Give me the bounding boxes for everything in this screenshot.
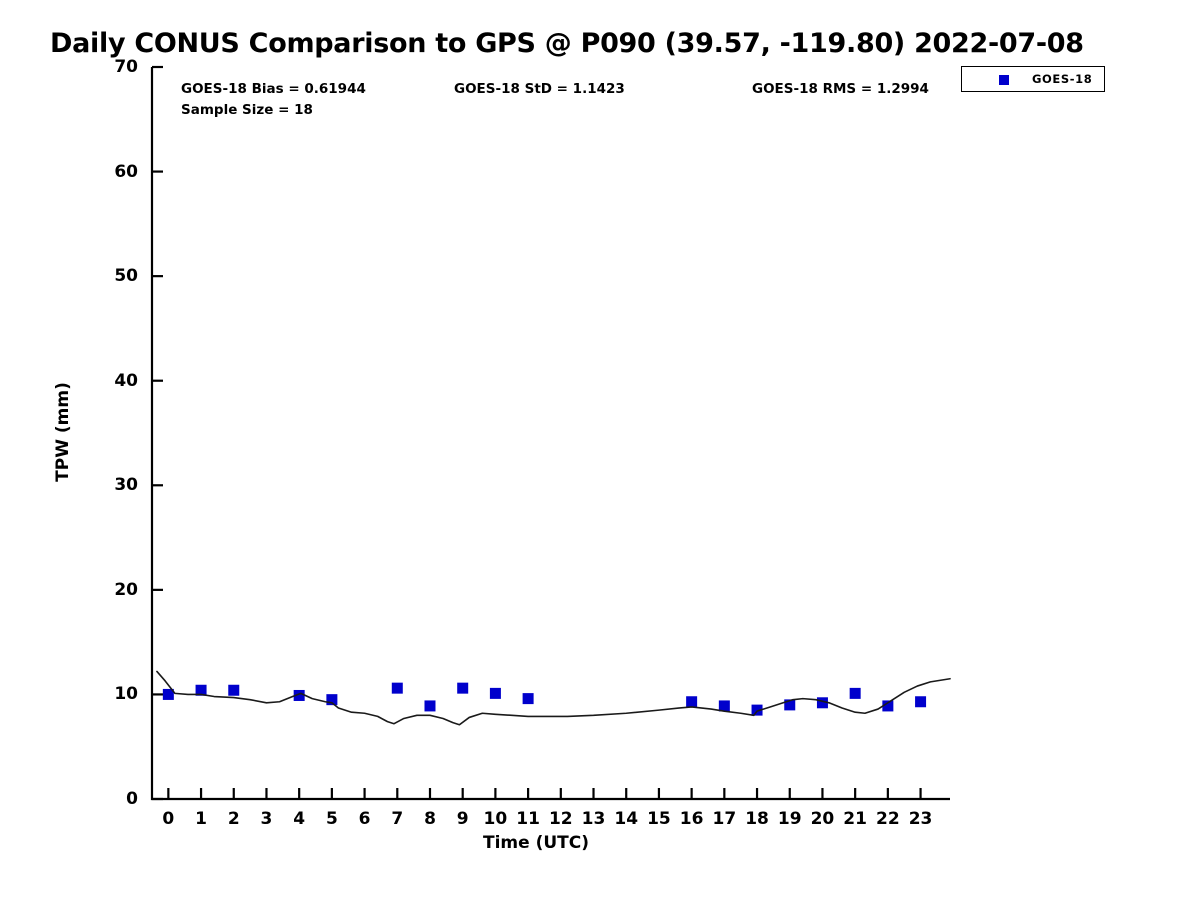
- x-axis-tick-label: 14: [614, 809, 639, 829]
- x-axis-tick-label: 10: [483, 809, 508, 829]
- x-axis-tick-label: 21: [843, 809, 867, 829]
- x-axis-tick-label: 20: [810, 809, 835, 829]
- data-point-marker: [195, 684, 207, 696]
- data-point-marker: [489, 687, 501, 699]
- series-markers-goes-18: [162, 682, 927, 716]
- x-axis-tick-label: 2: [227, 809, 240, 829]
- data-point-marker: [293, 689, 305, 701]
- x-axis-tick-label: 12: [548, 809, 573, 829]
- x-axis-tick-label: 18: [745, 809, 769, 829]
- data-point-marker: [686, 696, 698, 708]
- x-axis-tick-label: 4: [293, 809, 306, 829]
- x-axis-tick-label: 15: [647, 809, 671, 829]
- x-axis-tick-label: 11: [516, 809, 540, 829]
- x-axis-tick-label: 5: [325, 809, 338, 829]
- x-axis-tick-label: 6: [358, 809, 371, 829]
- data-point-marker: [849, 687, 861, 699]
- y-axis-tick-label: 40: [114, 370, 138, 391]
- data-point-marker: [882, 700, 894, 712]
- legend-label-goes18: GOES-18: [1032, 72, 1093, 86]
- data-point-marker: [424, 700, 436, 712]
- y-axis-title: TPW (mm): [53, 382, 73, 482]
- data-point-marker: [915, 696, 927, 708]
- x-axis-tick-label: 1: [195, 809, 207, 829]
- y-axis-tick-label: 10: [114, 684, 138, 705]
- data-point-marker: [457, 682, 469, 694]
- page-title: Daily CONUS Comparison to GPS @ P090 (39…: [50, 28, 1084, 59]
- data-point-marker: [326, 694, 338, 706]
- x-axis-tick-label: 3: [260, 809, 273, 829]
- stat-std-label: GOES-18 StD = 1.1423: [454, 81, 625, 97]
- x-axis-tick-label: 17: [712, 809, 737, 829]
- legend: GOES-18: [961, 66, 1105, 92]
- x-axis-tick-label: 23: [908, 809, 933, 829]
- series-line-gps: [156, 670, 951, 726]
- y-axis-tick-label: 30: [114, 475, 138, 496]
- data-point-marker: [718, 700, 730, 712]
- data-point-marker: [162, 688, 174, 700]
- x-axis-title: Time (UTC): [482, 833, 590, 853]
- data-point-marker: [522, 693, 534, 705]
- x-axis-tick-label: 7: [391, 809, 404, 829]
- x-axis-tick-label: 0: [162, 809, 175, 829]
- data-point-marker: [391, 682, 403, 694]
- stat-rms-label: GOES-18 RMS = 1.2994: [752, 81, 929, 97]
- y-axis-tick-label: 20: [114, 579, 138, 600]
- x-axis-tick-label: 9: [456, 809, 469, 829]
- x-axis-tick-label: 19: [777, 809, 802, 829]
- stat-bias-label: GOES-18 Bias = 0.61944: [181, 81, 366, 97]
- y-axis-tick-label: 60: [114, 161, 138, 182]
- x-axis-tick-label: 8: [424, 809, 436, 829]
- data-point-marker: [228, 684, 240, 696]
- y-axis-tick-label: 50: [114, 266, 138, 287]
- data-point-marker: [784, 699, 796, 711]
- legend-marker-goes18-icon: [999, 75, 1009, 85]
- x-axis-tick-label: 16: [679, 809, 704, 829]
- stat-sample-size-label: Sample Size = 18: [181, 102, 313, 118]
- data-point-marker: [816, 697, 828, 709]
- y-axis-tick-label: 0: [126, 789, 138, 809]
- x-axis-tick-label: 13: [581, 809, 606, 829]
- data-series: [156, 670, 951, 726]
- axis-spine: [150, 67, 950, 801]
- x-axis-tick-label: 22: [876, 809, 900, 829]
- data-point-marker: [751, 704, 763, 716]
- y-axis-tick-label: 70: [114, 57, 138, 77]
- axes: [150, 65, 950, 801]
